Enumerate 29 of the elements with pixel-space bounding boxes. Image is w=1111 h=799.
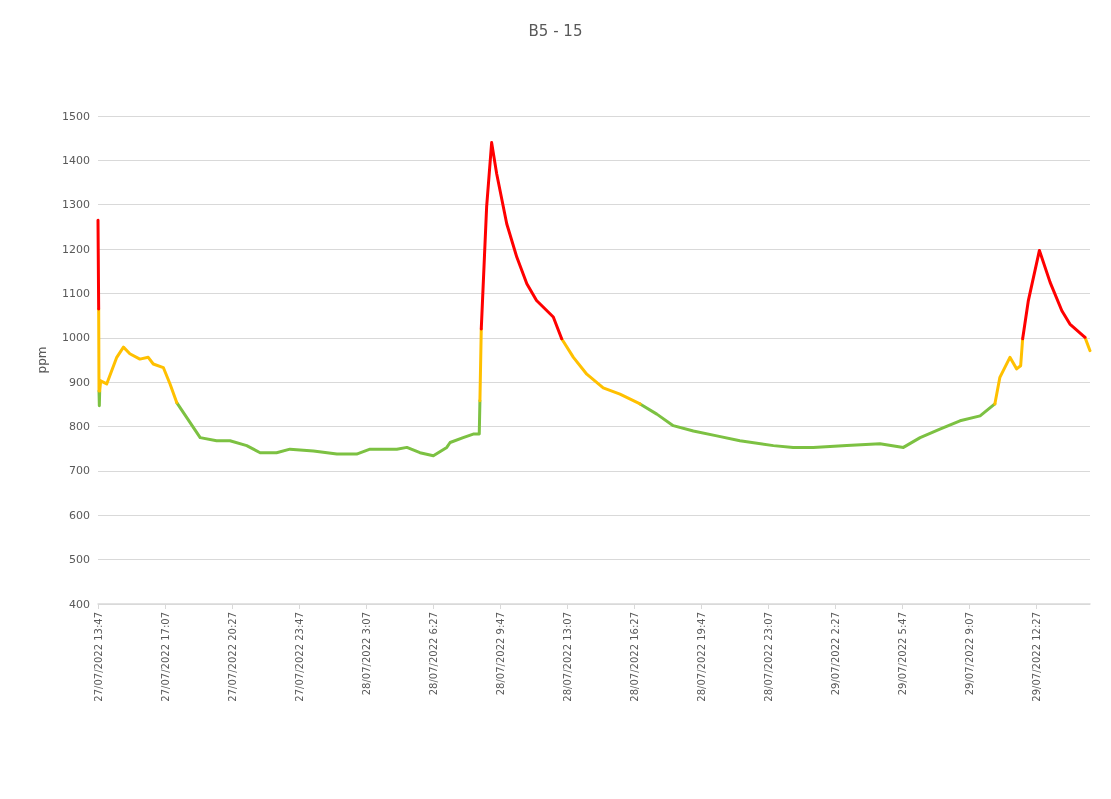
y-tick-label: 1100 — [62, 286, 90, 300]
y-tick-label: 500 — [69, 553, 90, 567]
x-tick-label: 27/07/2022 17:07 — [159, 612, 171, 702]
y-tick-label: 900 — [69, 375, 90, 389]
x-tick-label: 27/07/2022 23:47 — [293, 612, 305, 702]
y-tick-label: 800 — [69, 420, 90, 434]
x-tick-label: 28/07/2022 19:47 — [695, 612, 707, 702]
x-tick-label: 28/07/2022 3:07 — [360, 612, 372, 696]
x-tick-label: 29/07/2022 9:07 — [963, 612, 975, 696]
x-tick-label: 28/07/2022 13:07 — [561, 612, 573, 702]
y-tick-label: 1400 — [62, 153, 90, 167]
y-tick-label: 1000 — [62, 331, 90, 345]
y-tick-label: 1300 — [62, 198, 90, 212]
x-tick-label: 29/07/2022 2:27 — [829, 612, 841, 696]
x-tick-label: 28/07/2022 16:27 — [628, 612, 640, 702]
x-tick-label: 29/07/2022 12:27 — [1030, 612, 1042, 702]
y-axis-title: ppm — [35, 346, 49, 374]
x-tick-label: 29/07/2022 5:47 — [896, 612, 908, 696]
y-tick-label: 1500 — [62, 109, 90, 123]
x-tick-label: 27/07/2022 20:27 — [226, 612, 238, 702]
y-tick-label: 400 — [69, 597, 90, 611]
chart-title: B5 - 15 — [528, 21, 583, 40]
y-tick-label: 600 — [69, 508, 90, 522]
y-tick-label: 1200 — [62, 242, 90, 256]
x-tick-label: 28/07/2022 9:47 — [494, 612, 506, 696]
y-tick-label: 700 — [69, 464, 90, 478]
x-tick-label: 27/07/2022 13:47 — [92, 612, 104, 702]
x-tick-label: 28/07/2022 6:27 — [427, 612, 439, 696]
x-tick-label: 28/07/2022 23:07 — [762, 612, 774, 702]
